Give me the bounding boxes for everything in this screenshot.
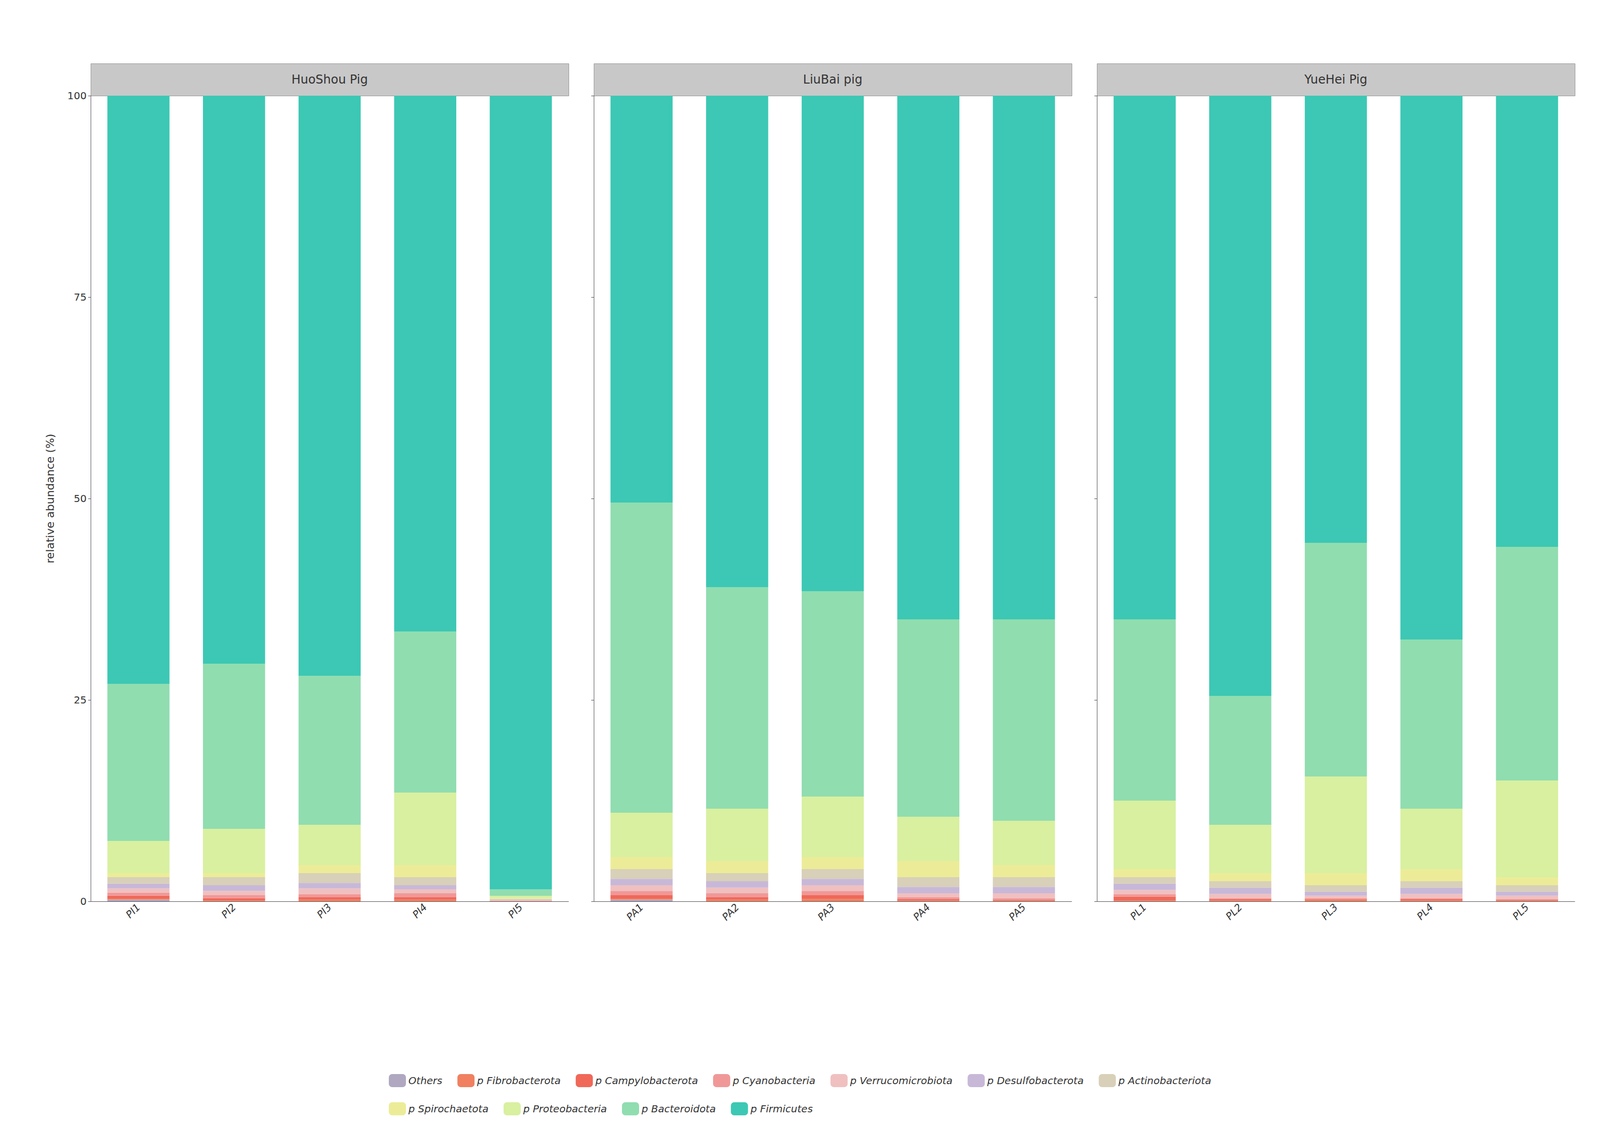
- svg-text:HuoShou Pig: HuoShou Pig: [291, 72, 369, 87]
- svg-text:100: 100: [67, 89, 87, 102]
- svg-text:PI4: PI4: [409, 901, 430, 922]
- svg-text:p Desulfobacterota: p Desulfobacterota: [986, 1074, 1084, 1087]
- svg-text:PA4: PA4: [910, 901, 933, 924]
- svg-text:p Firmicutes: p Firmicutes: [749, 1102, 813, 1116]
- svg-text:p Spirochaetota: p Spirochaetota: [407, 1102, 489, 1116]
- svg-text:YueHei Pig: YueHei Pig: [1303, 72, 1368, 87]
- svg-text:relative abundance (%): relative abundance (%): [43, 433, 57, 564]
- svg-text:PA1: PA1: [623, 901, 646, 924]
- svg-text:PI5: PI5: [505, 901, 526, 922]
- svg-text:PI2: PI2: [219, 901, 239, 922]
- svg-text:PA2: PA2: [719, 901, 742, 924]
- svg-text:p Bacteroidota: p Bacteroidota: [641, 1102, 716, 1116]
- svg-text:p Fibrobacterota: p Fibrobacterota: [476, 1074, 561, 1087]
- svg-text:PI1: PI1: [123, 901, 144, 922]
- svg-text:PA3: PA3: [815, 901, 838, 924]
- svg-text:p Cyanobacteria: p Cyanobacteria: [732, 1074, 816, 1087]
- svg-text:PL4: PL4: [1414, 901, 1436, 923]
- svg-text:0: 0: [80, 895, 87, 908]
- svg-text:50: 50: [74, 492, 87, 505]
- svg-text:PL2: PL2: [1223, 901, 1245, 923]
- svg-text:PL5: PL5: [1509, 901, 1532, 923]
- svg-text:PA5: PA5: [1006, 901, 1028, 924]
- svg-text:p Campylobacterota: p Campylobacterota: [594, 1074, 699, 1087]
- svg-text:75: 75: [74, 291, 87, 304]
- svg-text:PL1: PL1: [1127, 901, 1149, 923]
- svg-text:p Proteobacteria: p Proteobacteria: [522, 1102, 607, 1116]
- svg-text:Others: Others: [408, 1074, 443, 1087]
- svg-text:p Verrucomicrobiota: p Verrucomicrobiota: [849, 1074, 953, 1087]
- svg-text:25: 25: [74, 693, 87, 707]
- svg-text:PL3: PL3: [1318, 901, 1341, 923]
- svg-text:PI3: PI3: [314, 901, 334, 922]
- svg-text:LiuBai pig: LiuBai pig: [803, 72, 863, 87]
- svg-text:p Actinobacteriota: p Actinobacteriota: [1118, 1074, 1212, 1087]
